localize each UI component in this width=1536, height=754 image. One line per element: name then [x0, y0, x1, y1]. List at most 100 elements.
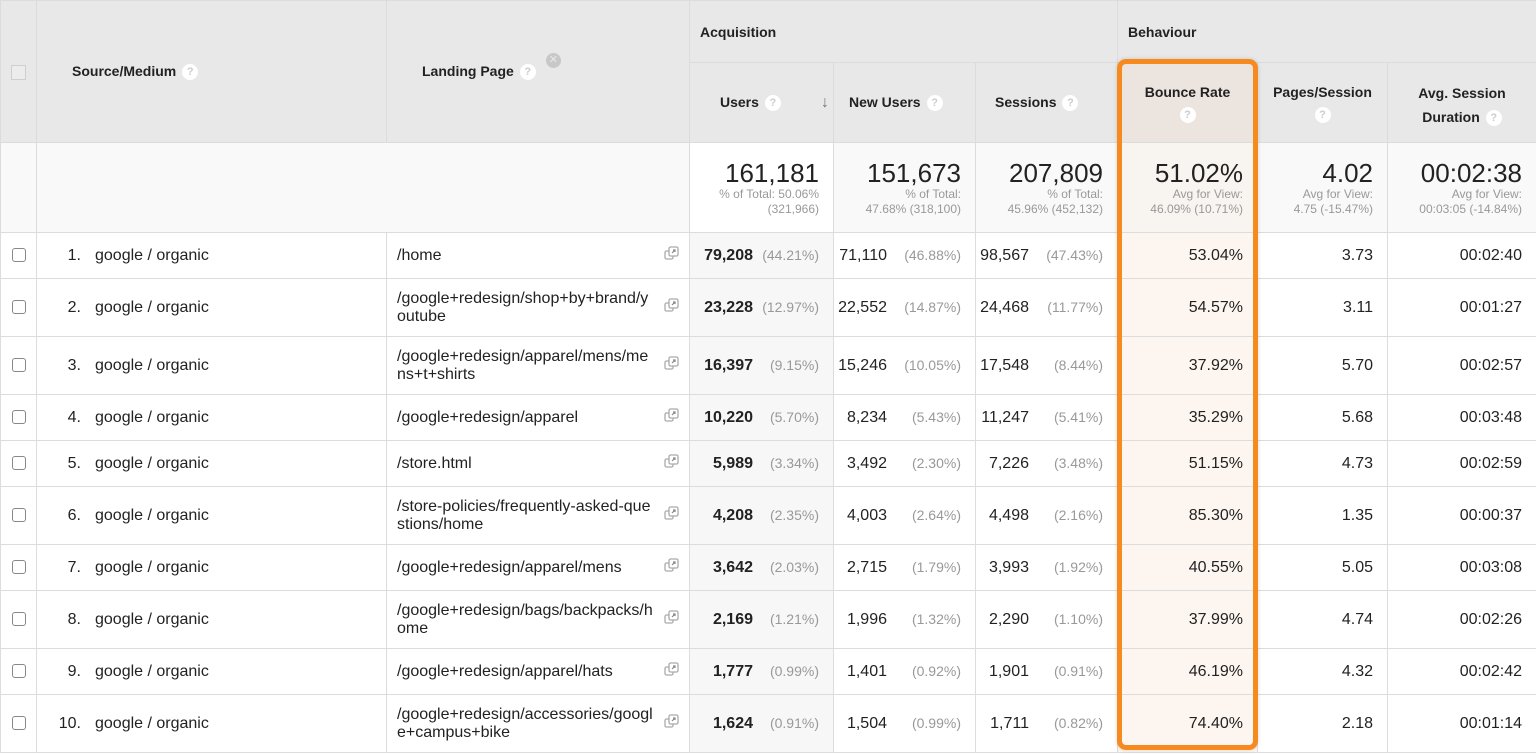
users-cell: 16,397 (9.15%)	[689, 336, 834, 395]
open-in-new-window-icon[interactable]	[664, 505, 679, 526]
source-medium-cell: 3. google / organic	[36, 336, 387, 395]
row-checkbox[interactable]	[11, 560, 26, 575]
table-row: 9. google / organic /google+redesign/appa…	[0, 648, 1536, 695]
landing-page-link[interactable]: /google+redesign/apparel/mens/mens+t+shi…	[397, 347, 649, 383]
summary-blank	[0, 142, 37, 233]
landing-page-link[interactable]: /google+redesign/apparel	[397, 408, 579, 426]
landing-page-link[interactable]: /google+redesign/bags/backpacks/home	[397, 601, 653, 637]
landing-page-link[interactable]: /store.html	[397, 454, 472, 472]
open-in-new-window-icon[interactable]	[664, 245, 679, 266]
landing-page-link[interactable]: /google+redesign/apparel/mens	[397, 558, 622, 576]
open-in-new-window-icon[interactable]	[664, 557, 679, 578]
select-all-checkbox[interactable]	[11, 64, 26, 80]
row-checkbox[interactable]	[11, 300, 26, 315]
column-header-new-users[interactable]: New Users?	[833, 62, 976, 143]
column-header-pages-session[interactable]: Pages/Session ?	[1257, 62, 1388, 143]
row-checkbox[interactable]	[11, 716, 26, 731]
row-select-cell	[0, 694, 37, 753]
help-icon[interactable]: ?	[926, 95, 943, 112]
summary-row: 161,181 % of Total: 50.06% (321,966) 151…	[0, 142, 1536, 233]
open-in-new-window-icon[interactable]	[664, 407, 679, 428]
bounce-rate-cell: 53.04%	[1117, 232, 1258, 279]
row-select-cell	[0, 278, 37, 337]
row-checkbox[interactable]	[11, 612, 26, 627]
source-medium-link[interactable]: google / organic	[95, 246, 209, 264]
new-users-cell: 1,996 (1.32%)	[833, 590, 976, 649]
users-cell: 2,169 (1.21%)	[689, 590, 834, 649]
source-medium-link[interactable]: google / organic	[95, 714, 209, 732]
source-medium-link[interactable]: google / organic	[95, 558, 209, 576]
landing-page-cell: /google+redesign/accessories/google+camp…	[386, 694, 690, 753]
landing-page-link[interactable]: /store-policies/frequently-asked-questio…	[397, 497, 651, 533]
column-header-avg-session-duration[interactable]: Avg. Session Duration?	[1386, 62, 1536, 143]
bounce-rate-cell: 74.40%	[1117, 694, 1258, 753]
sessions-cell: 2,290 (1.10%)	[975, 590, 1118, 649]
row-index: 2.	[67, 298, 81, 316]
sessions-label: Sessions	[995, 93, 1057, 110]
source-medium-link[interactable]: google / organic	[95, 610, 209, 628]
summary-avg-session: 00:02:38 Avg for View: 00:03:05 (-14.84%…	[1386, 142, 1536, 233]
open-in-new-window-icon[interactable]	[664, 453, 679, 474]
help-icon[interactable]: ?	[1179, 107, 1196, 124]
source-medium-cell: 1. google / organic	[36, 232, 387, 279]
bounce-rate-cell: 51.15%	[1117, 440, 1258, 487]
new-users-cell: 8,234 (5.43%)	[833, 394, 976, 441]
source-medium-link[interactable]: google / organic	[95, 408, 209, 426]
remove-dimension-icon[interactable]: ✕	[545, 52, 561, 68]
table-row: 6. google / organic /store-policies/frequ…	[0, 486, 1536, 545]
source-medium-link[interactable]: google / organic	[95, 356, 209, 374]
open-in-new-window-icon[interactable]	[664, 609, 679, 630]
row-checkbox[interactable]	[11, 456, 26, 471]
sort-descending-icon[interactable]: ↓	[821, 93, 829, 111]
row-index: 7.	[67, 558, 81, 576]
source-medium-link[interactable]: google / organic	[95, 454, 209, 472]
help-icon[interactable]: ?	[1314, 107, 1331, 124]
pages-session-cell: 4.73	[1257, 440, 1388, 487]
summary-pages-session: 4.02 Avg for View: 4.75 (-15.47%)	[1257, 142, 1388, 233]
landing-page-cell: /store-policies/frequently-asked-questio…	[386, 486, 690, 545]
avg-session-duration-cell: 00:02:40	[1386, 232, 1536, 279]
help-icon[interactable]: ?	[182, 64, 199, 81]
landing-page-link[interactable]: /google+redesign/apparel/hats	[397, 662, 613, 680]
open-in-new-window-icon[interactable]	[664, 297, 679, 318]
sessions-cell: 17,548 (8.44%)	[975, 336, 1118, 395]
sessions-cell: 4,498 (2.16%)	[975, 486, 1118, 545]
source-medium-link[interactable]: google / organic	[95, 506, 209, 524]
source-medium-link[interactable]: google / organic	[95, 662, 209, 680]
open-in-new-window-icon[interactable]	[664, 713, 679, 734]
source-medium-link[interactable]: google / organic	[95, 298, 209, 316]
landing-page-link[interactable]: /google+redesign/accessories/google+camp…	[397, 705, 653, 741]
column-header-source-medium[interactable]: Source/Medium?	[36, 0, 387, 143]
open-in-new-window-icon[interactable]	[664, 661, 679, 682]
row-checkbox[interactable]	[11, 508, 26, 523]
table-row: 1. google / organic /home 79,208 (44.21%) …	[0, 232, 1536, 279]
table-row: 5. google / organic /store.html 5,989 (3.3…	[0, 440, 1536, 487]
row-checkbox[interactable]	[11, 358, 26, 373]
new-users-cell: 3,492 (2.30%)	[833, 440, 976, 487]
new-users-cell: 22,552 (14.87%)	[833, 278, 976, 337]
users-cell: 3,642 (2.03%)	[689, 544, 834, 591]
landing-page-link[interactable]: /home	[397, 246, 442, 264]
sessions-cell: 7,226 (3.48%)	[975, 440, 1118, 487]
row-checkbox[interactable]	[11, 248, 26, 263]
sessions-cell: 3,993 (1.92%)	[975, 544, 1118, 591]
row-checkbox[interactable]	[11, 410, 26, 425]
new-users-cell: 1,504 (0.99%)	[833, 694, 976, 753]
summary-blank	[36, 142, 690, 233]
column-header-landing-page[interactable]: Landing Page ? ✕	[386, 0, 690, 143]
column-header-sessions[interactable]: Sessions?	[975, 62, 1118, 143]
column-header-users[interactable]: Users? ↓	[689, 62, 834, 143]
landing-page-link[interactable]: /google+redesign/shop+by+brand/youtube	[397, 289, 649, 325]
avg-session-duration-cell: 00:02:59	[1386, 440, 1536, 487]
table-row: 3. google / organic /google+redesign/appa…	[0, 336, 1536, 395]
open-in-new-window-icon[interactable]	[664, 355, 679, 376]
column-header-bounce-rate[interactable]: Bounce Rate ?	[1117, 62, 1258, 143]
help-icon[interactable]: ?	[519, 64, 536, 81]
help-icon[interactable]: ?	[764, 95, 781, 112]
row-checkbox[interactable]	[11, 664, 26, 679]
help-icon[interactable]: ?	[1062, 95, 1079, 112]
help-icon[interactable]: ?	[1485, 110, 1502, 127]
pages-session-cell: 3.73	[1257, 232, 1388, 279]
landing-page-cell: /google+redesign/apparel/hats	[386, 648, 690, 695]
